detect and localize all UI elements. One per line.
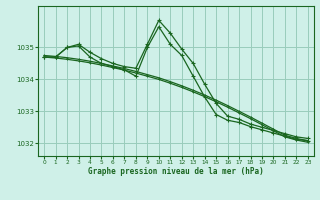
- X-axis label: Graphe pression niveau de la mer (hPa): Graphe pression niveau de la mer (hPa): [88, 167, 264, 176]
